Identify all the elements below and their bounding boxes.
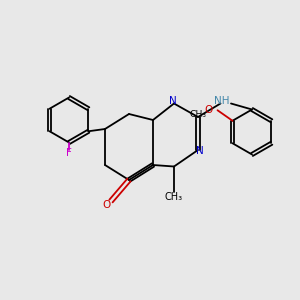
Text: N: N bbox=[169, 95, 176, 106]
Text: CH₃: CH₃ bbox=[165, 191, 183, 202]
Text: O: O bbox=[102, 200, 111, 211]
Text: CH₃: CH₃ bbox=[190, 110, 206, 119]
Text: O: O bbox=[204, 105, 213, 115]
Text: F: F bbox=[66, 148, 72, 158]
Text: N: N bbox=[196, 146, 203, 157]
Text: NH: NH bbox=[214, 95, 230, 106]
